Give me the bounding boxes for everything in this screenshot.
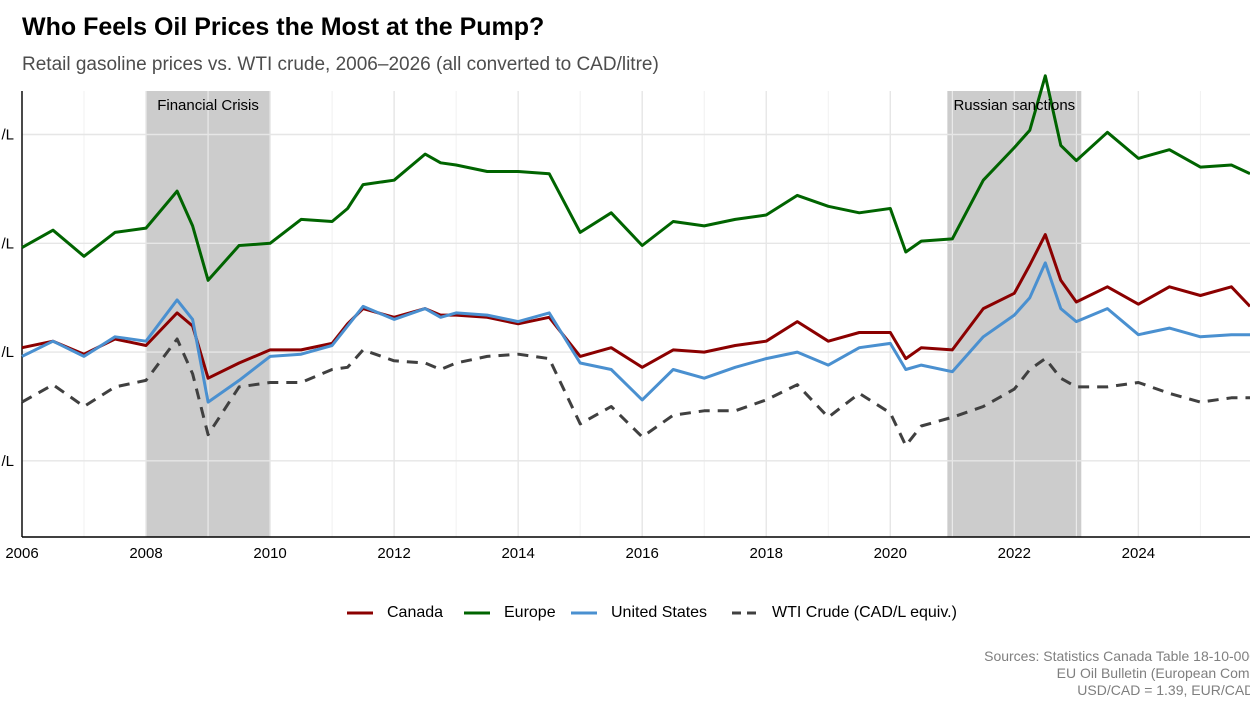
legend-swatch-1 — [347, 611, 373, 615]
legend-swatch-2 — [464, 611, 490, 615]
legend-item-3: United States — [569, 600, 707, 626]
shaded-regions — [146, 91, 1082, 537]
x-tick-label-2008: 2008 — [129, 545, 162, 562]
x-tick-label-2014: 2014 — [501, 545, 534, 562]
legend-label-3: United States — [611, 604, 708, 621]
y-tick-label-3: /L — [1, 235, 14, 252]
caption-line-2: EU Oil Bulletin (European Commission); F… — [1056, 665, 1250, 681]
legend-item-4: WTI Crude (CAD/L equiv.) — [730, 600, 957, 626]
x-tick-label-2006: 2006 — [5, 545, 38, 562]
caption-line-3: USD/CAD = 1.39, EUR/CAD = 1.61 (approx.)… — [1077, 682, 1250, 698]
chart-title: Who Feels Oil Prices the Most at the Pum… — [22, 13, 545, 41]
x-tick-label-2010: 2010 — [253, 545, 286, 562]
legend-swatch-3 — [571, 611, 597, 615]
y-tick-label-1: /L — [1, 453, 14, 470]
legend-item-1: Canada — [345, 600, 443, 626]
series-lines — [21, 74, 1250, 448]
legend-label-2: Europe — [504, 604, 556, 621]
region-label-1: Financial Crisis — [157, 97, 259, 114]
x-tick-label-2016: 2016 — [626, 545, 659, 562]
axes: 2006 2008 2010 2012 2014 2016 2018 2020 2022 2024… — [1, 91, 1250, 562]
series-line-wti-crude-cad-l-equiv — [21, 337, 1250, 448]
series-line-europe — [21, 74, 1250, 282]
x-tick-label-2024: 2024 — [1122, 545, 1155, 562]
region-label-2: Russian sanctions — [953, 97, 1075, 114]
chart-subtitle: Retail gasoline prices vs. WTI crude, 20… — [22, 54, 659, 75]
x-tick-label-2018: 2018 — [750, 545, 783, 562]
region-labels: Financial Crisis Russian sanctions — [157, 97, 1075, 114]
x-tick-label-2022: 2022 — [998, 545, 1031, 562]
legend-label-1: Canada — [387, 604, 444, 621]
caption-line-1: Sources: Statistics Canada Table 18-10-0… — [984, 648, 1250, 664]
y-tick-label-4: /L — [1, 127, 14, 144]
series-line-united-states — [21, 261, 1250, 404]
series-line-canada — [21, 233, 1250, 380]
x-tick-label-2012: 2012 — [377, 545, 410, 562]
legend-label-4: WTI Crude (CAD/L equiv.) — [772, 604, 957, 621]
x-tick-label-2020: 2020 — [874, 545, 907, 562]
legend: Canada Europe United States WTI Crude (CAD/… — [0, 600, 1250, 626]
legend-item-2: Europe — [462, 600, 556, 626]
y-tick-label-2: /L — [1, 344, 14, 361]
legend-swatch-4 — [732, 611, 758, 615]
